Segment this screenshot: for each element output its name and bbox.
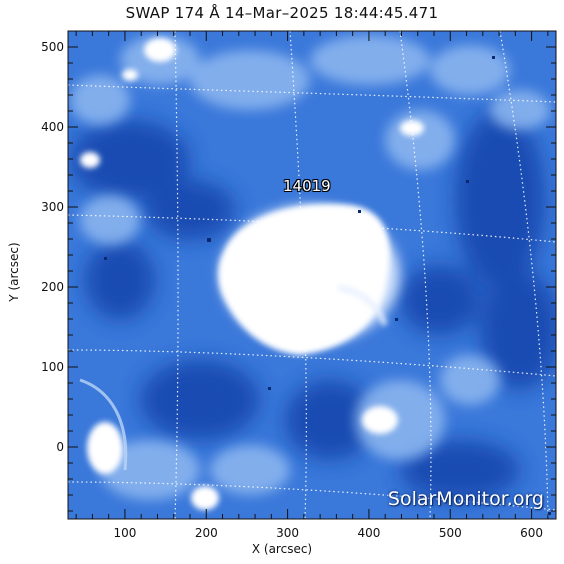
axis-ticks xyxy=(68,30,556,519)
axis-tick-labels: 100 200 300 400 500 600 0 100 200 300 400 500 xyxy=(41,40,543,540)
y-tick-label: 400 xyxy=(41,120,64,134)
solar-image xyxy=(68,31,556,519)
x-tick-label: 300 xyxy=(276,526,299,540)
x-tick-label: 400 xyxy=(357,526,380,540)
x-tick-label: 200 xyxy=(195,526,218,540)
y-tick-label: 500 xyxy=(41,40,64,54)
x-axis-label: X (arcsec) xyxy=(251,542,313,556)
y-axis-label: Y (arcsec) xyxy=(7,242,21,302)
y-tick-label: 300 xyxy=(41,200,64,214)
plot-frame xyxy=(67,30,557,520)
y-tick-label: 200 xyxy=(41,280,64,294)
y-tick-label: 0 xyxy=(56,440,64,454)
x-tick-label: 500 xyxy=(439,526,462,540)
heliographic-grid xyxy=(68,31,556,519)
active-region-label: 14019 xyxy=(283,177,331,195)
x-tick-label: 100 xyxy=(113,526,136,540)
watermark-logo: SolarMonitor.org xyxy=(387,488,544,510)
x-tick-label: 600 xyxy=(520,526,543,540)
y-tick-label: 100 xyxy=(41,360,64,374)
image-title: SWAP 174 Å 14–Mar–2025 18:44:45.471 xyxy=(125,4,439,22)
